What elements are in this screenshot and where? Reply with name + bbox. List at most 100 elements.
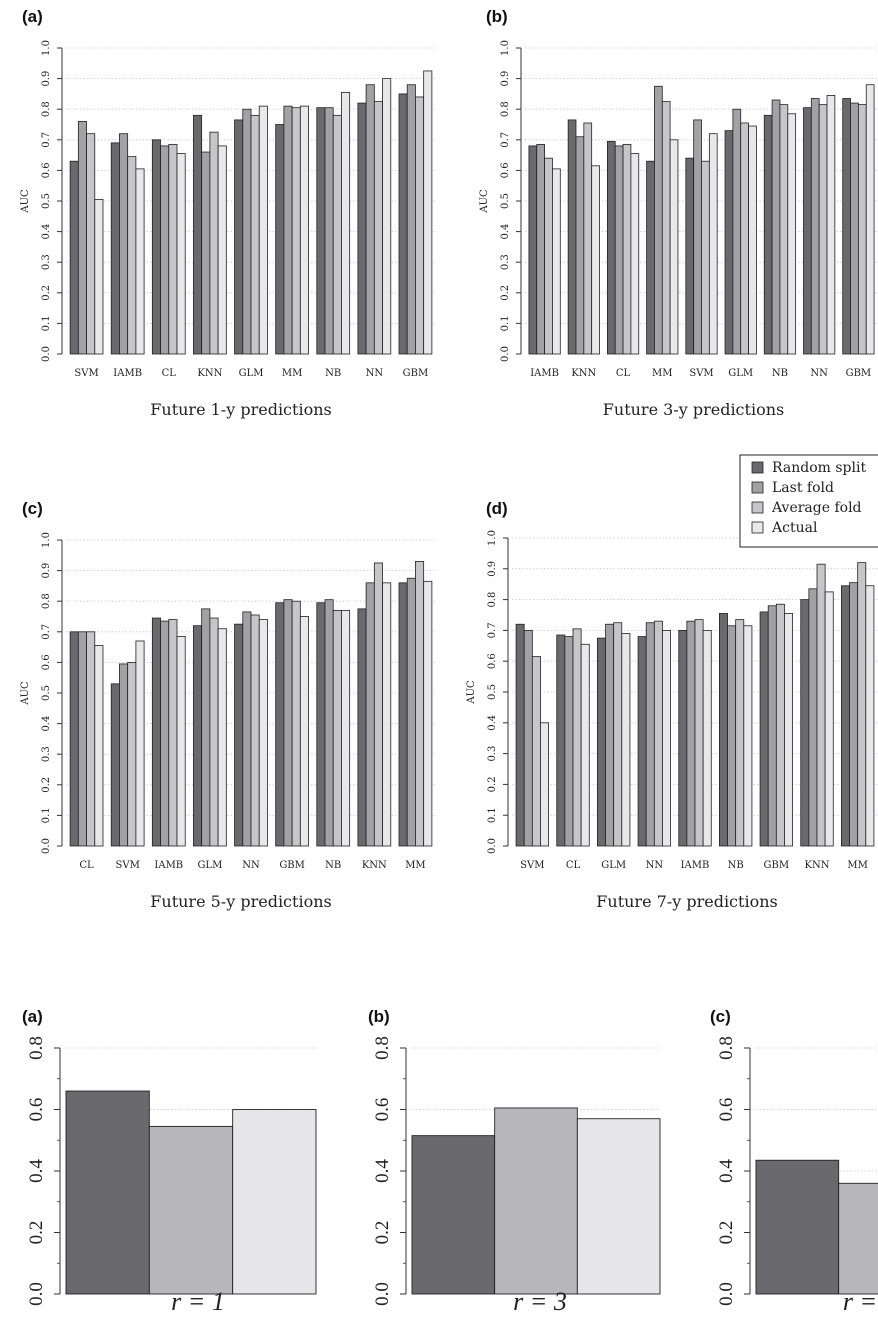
bar-svm-average-fold [127, 662, 137, 847]
bar-nn-random-split [234, 623, 244, 847]
bar-svm-average-fold [701, 160, 710, 355]
y-axis-label: AUC [20, 189, 31, 214]
panel-caption: Future 7-y predictions [596, 892, 777, 911]
bar-knn-last-fold [575, 136, 585, 355]
bar-nb-random-split [316, 107, 326, 355]
panel-label: (d) [486, 499, 508, 518]
bar-nb-last-fold [727, 625, 737, 847]
y-tick-label: 0.9 [487, 561, 498, 577]
bar-iamb-actual [135, 168, 145, 355]
y-tick-label: 0.9 [500, 71, 511, 87]
y-tick-label: 0.0 [41, 838, 52, 854]
bar-iamb-random-split [678, 630, 688, 847]
bar-nn-actual [826, 95, 836, 355]
y-tick-label: 0.4 [716, 1159, 737, 1183]
bar-glm-actual [217, 628, 227, 847]
bar-nn-actual [662, 630, 672, 847]
y-axis-label: AUC [20, 681, 31, 706]
y-tick-label: 0.0 [26, 1282, 47, 1306]
bar-gbm-random-split [398, 93, 408, 355]
x-tick-label: IAMB [154, 860, 183, 871]
bar-nb-actual [341, 91, 351, 355]
bar-mm-random-split [275, 124, 285, 355]
y-tick-label: 0.1 [487, 807, 498, 823]
bar-cl-average-fold [86, 631, 96, 847]
bar-cl-average-fold [622, 143, 632, 355]
bar-cl-last-fold [614, 145, 624, 355]
y-tick-label: 1.0 [41, 532, 52, 548]
bar-nn-last-fold [365, 84, 375, 355]
bar-iamb-last-fold [536, 143, 546, 355]
bar-knn-random-split [357, 608, 367, 847]
bar-1 [755, 1159, 840, 1295]
bar-nb-random-split [763, 114, 773, 355]
y-tick-label: 0.8 [500, 101, 511, 117]
bar-svm-average-fold [531, 656, 541, 847]
x-tick-label: MM [652, 368, 672, 379]
bar-iamb-actual [176, 635, 186, 847]
panel-label: (c) [710, 1007, 731, 1026]
x-tick-label: GLM [728, 368, 753, 379]
x-tick-label: KNN [197, 368, 222, 379]
y-tick-label: 0.5 [500, 193, 511, 209]
x-tick-label: IAMB [113, 368, 142, 379]
bar-nb-average-fold [735, 619, 745, 847]
x-tick-label: CL [79, 860, 94, 871]
bar-gbm-random-split [275, 602, 285, 847]
bar-glm-random-split [234, 119, 244, 355]
legend-swatch [751, 521, 764, 534]
legend-swatch [751, 461, 764, 474]
bar-cl-average-fold [168, 143, 178, 355]
bar-knn-actual [382, 582, 392, 847]
bar-gbm-last-fold [283, 599, 293, 847]
auc-bar-chart-4: (d) 0.0 0.1 0.2 0.3 0.4 0.5 0.6 0.7 0.8 0.9 1.0 AUC S… [466, 499, 878, 911]
legend-swatch [751, 481, 764, 494]
y-tick-label: 0.6 [372, 1098, 393, 1122]
bar-gbm-random-split [842, 98, 851, 355]
bar-iamb-random-split [110, 142, 120, 355]
bar-glm-actual [258, 105, 268, 355]
small-bar-chart-3: (c) 0.0 0.2 0.4 0.6 0.8 r = [710, 1007, 878, 1316]
bar-nn-random-split [357, 102, 367, 355]
bar-knn-last-fold [201, 151, 211, 355]
bar-iamb-actual [702, 630, 712, 847]
bar-glm-last-fold [201, 608, 211, 847]
legend-entry: Average fold [771, 500, 862, 516]
bar-glm-actual [621, 633, 631, 847]
bar-iamb-last-fold [686, 620, 696, 847]
bar-knn-average-fold [816, 563, 826, 847]
bar-nn-actual [382, 78, 392, 355]
bar-cl-last-fold [564, 636, 574, 847]
bar-gbm-actual [784, 613, 794, 847]
bar-knn-random-split [800, 599, 810, 847]
y-tick-label: 0.6 [487, 653, 498, 669]
bar-gbm-last-fold [406, 84, 416, 355]
bar-mm-average-fold [857, 562, 867, 847]
bar-svm-actual [135, 640, 145, 847]
bar-mm-actual [423, 580, 433, 847]
y-tick-label: 0.3 [500, 254, 511, 270]
bar-2 [148, 1125, 234, 1295]
bar-mm-average-fold [415, 561, 425, 847]
y-tick-label: 0.1 [41, 807, 52, 823]
x-tick-label: MM [847, 860, 867, 871]
bar-cl-last-fold [77, 631, 87, 847]
bar-gbm-average-fold [415, 96, 425, 355]
x-tick-label: NN [366, 368, 384, 379]
y-tick-label: 0.7 [487, 622, 498, 638]
bar-svm-random-split [685, 157, 695, 355]
bar-iamb-average-fold [544, 157, 553, 355]
y-tick-label: 0.8 [41, 101, 52, 117]
bar-mm-random-split [646, 160, 655, 355]
y-tick-label: 0.3 [487, 746, 498, 762]
bar-mm-actual [865, 585, 875, 847]
bar-knn-actual [591, 165, 600, 355]
bar-cl-random-split [606, 140, 616, 355]
x-tick-label: CL [616, 368, 631, 379]
bar-cl-random-split [151, 139, 161, 355]
x-tick-label: CL [162, 368, 177, 379]
bar-nb-random-split [719, 613, 728, 847]
bar-knn-average-fold [373, 562, 383, 847]
legend: Random split Last fold Average fold Actual [739, 454, 878, 548]
auc-bar-chart-3: (c) 0.0 0.1 0.2 0.3 0.4 0.5 0.6 0.7 0.8 0.9 1.0 AUC C… [20, 499, 436, 911]
